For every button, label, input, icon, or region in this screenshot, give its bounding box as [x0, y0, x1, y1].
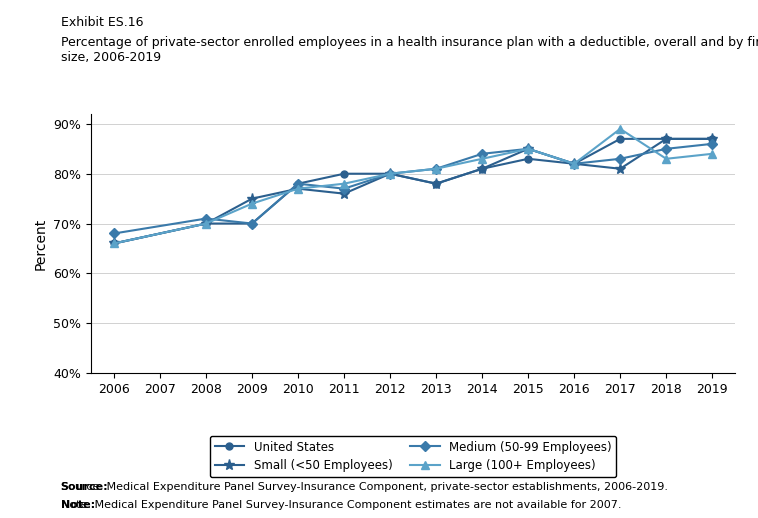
- Line: Medium (50-99 Employees): Medium (50-99 Employees): [111, 140, 716, 237]
- Large (100+ Employees): [662, 156, 671, 162]
- Large (100+ Employees): [708, 151, 717, 157]
- United States: [293, 181, 302, 187]
- United States: [386, 170, 395, 177]
- Large (100+ Employees): [615, 126, 625, 132]
- Text: Exhibit ES.16: Exhibit ES.16: [61, 16, 143, 28]
- Medium (50-99 Employees): [248, 221, 257, 227]
- Small (<50 Employees): [478, 166, 487, 172]
- Small (<50 Employees): [340, 191, 349, 197]
- Medium (50-99 Employees): [386, 170, 395, 177]
- Small (<50 Employees): [248, 195, 257, 202]
- Medium (50-99 Employees): [293, 181, 302, 187]
- Large (100+ Employees): [569, 161, 578, 167]
- Small (<50 Employees): [524, 146, 533, 152]
- Text: Note: Medical Expenditure Panel Survey-Insurance Component estimates are not ava: Note: Medical Expenditure Panel Survey-I…: [61, 500, 621, 510]
- Line: Large (100+ Employees): Large (100+ Employees): [110, 125, 716, 248]
- United States: [615, 136, 625, 142]
- United States: [478, 166, 487, 172]
- Small (<50 Employees): [109, 240, 118, 247]
- Large (100+ Employees): [431, 166, 440, 172]
- Medium (50-99 Employees): [662, 146, 671, 152]
- Small (<50 Employees): [431, 181, 440, 187]
- Small (<50 Employees): [708, 136, 717, 142]
- Text: Source: Medical Expenditure Panel Survey-Insurance Component, private-sector est: Source: Medical Expenditure Panel Survey…: [61, 482, 668, 492]
- United States: [340, 170, 349, 177]
- Text: Note:: Note:: [61, 500, 95, 510]
- United States: [109, 240, 118, 247]
- Medium (50-99 Employees): [478, 151, 487, 157]
- Medium (50-99 Employees): [202, 215, 211, 222]
- Y-axis label: Percent: Percent: [33, 218, 48, 269]
- United States: [569, 161, 578, 167]
- Medium (50-99 Employees): [340, 185, 349, 192]
- Small (<50 Employees): [202, 221, 211, 227]
- United States: [662, 136, 671, 142]
- United States: [708, 136, 717, 142]
- United States: [248, 221, 257, 227]
- Small (<50 Employees): [293, 185, 302, 192]
- Small (<50 Employees): [569, 161, 578, 167]
- United States: [431, 181, 440, 187]
- Medium (50-99 Employees): [109, 231, 118, 237]
- Medium (50-99 Employees): [431, 166, 440, 172]
- Large (100+ Employees): [109, 240, 118, 247]
- Line: Small (<50 Employees): Small (<50 Employees): [108, 133, 718, 249]
- Large (100+ Employees): [340, 181, 349, 187]
- Small (<50 Employees): [662, 136, 671, 142]
- Large (100+ Employees): [524, 146, 533, 152]
- Large (100+ Employees): [478, 156, 487, 162]
- United States: [202, 221, 211, 227]
- Legend: United States, Small (<50 Employees), Medium (50-99 Employees), Large (100+ Empl: United States, Small (<50 Employees), Me…: [210, 436, 616, 477]
- Medium (50-99 Employees): [569, 161, 578, 167]
- Text: Percentage of private-sector enrolled employees in a health insurance plan with : Percentage of private-sector enrolled em…: [61, 36, 758, 64]
- Small (<50 Employees): [386, 170, 395, 177]
- Text: Source:: Source:: [61, 482, 108, 492]
- Medium (50-99 Employees): [524, 146, 533, 152]
- United States: [524, 156, 533, 162]
- Large (100+ Employees): [293, 185, 302, 192]
- Large (100+ Employees): [386, 170, 395, 177]
- Medium (50-99 Employees): [708, 141, 717, 147]
- Medium (50-99 Employees): [615, 156, 625, 162]
- Line: United States: United States: [111, 135, 716, 247]
- Large (100+ Employees): [248, 200, 257, 207]
- Large (100+ Employees): [202, 221, 211, 227]
- Small (<50 Employees): [615, 166, 625, 172]
